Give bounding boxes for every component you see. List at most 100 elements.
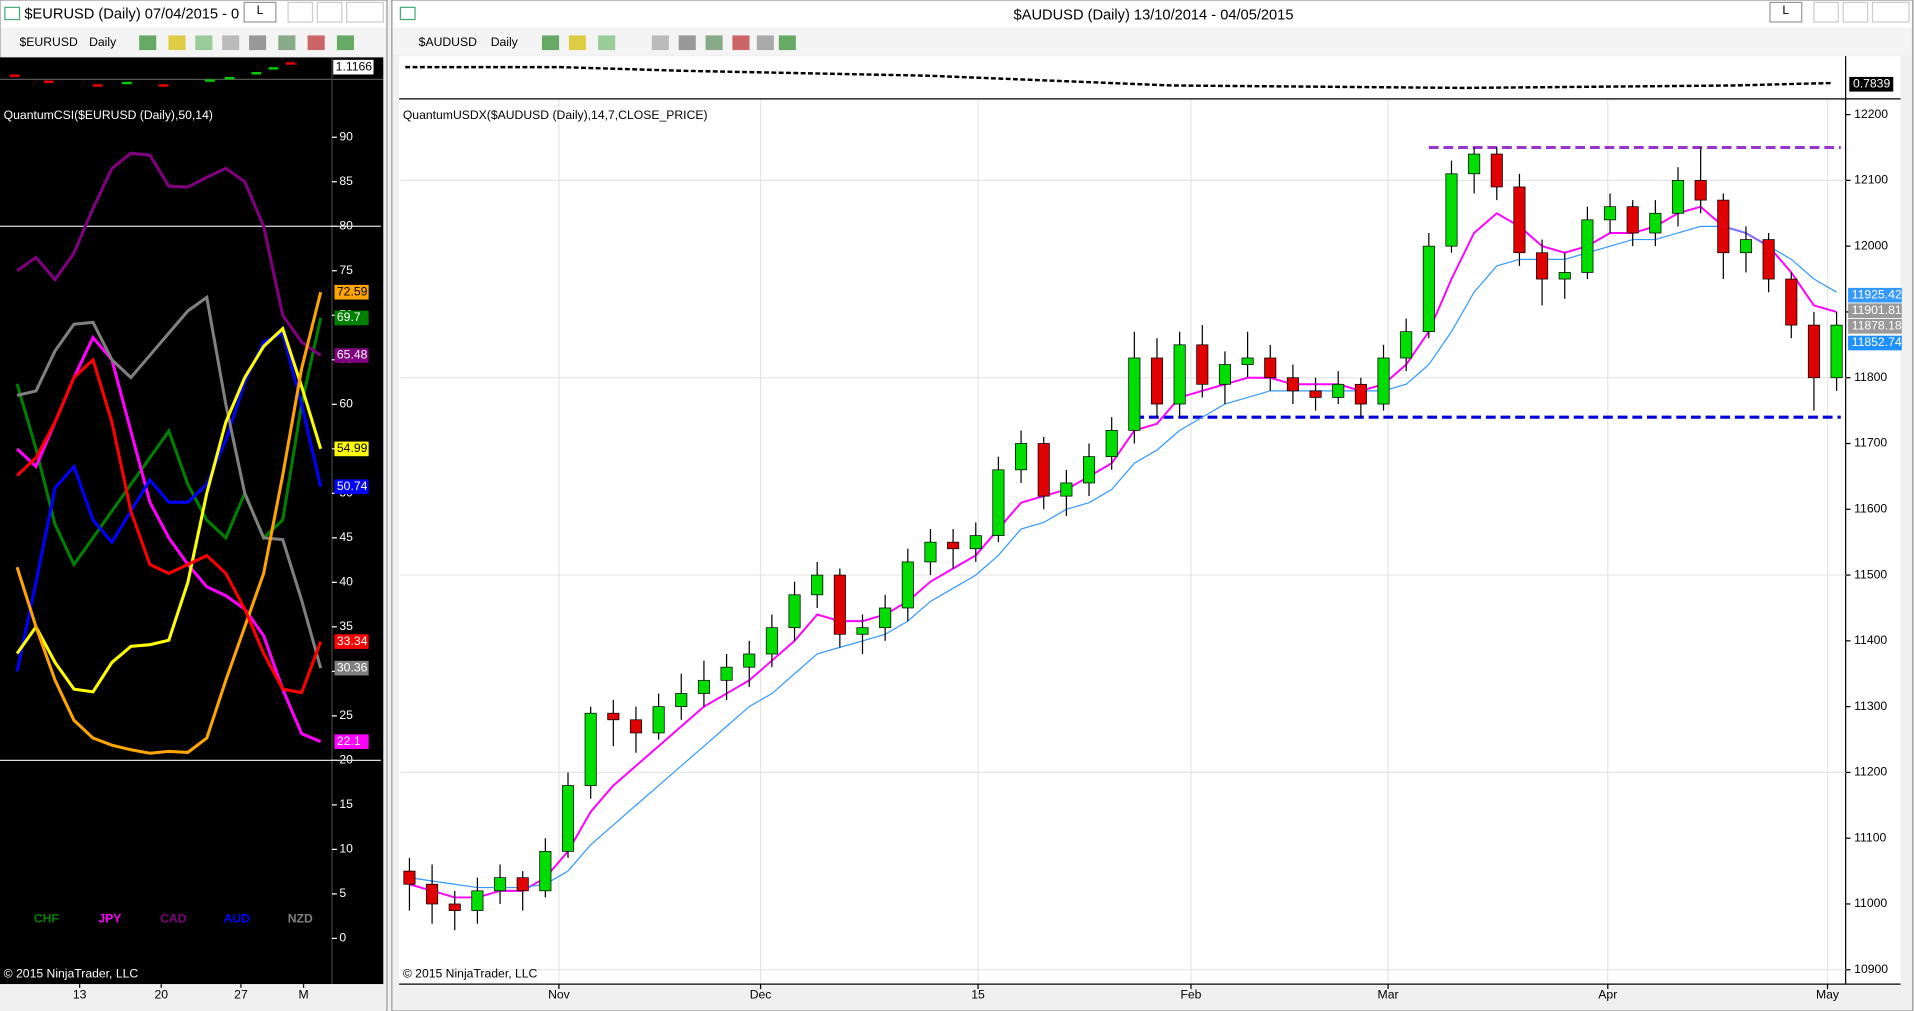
candle-body xyxy=(833,574,846,635)
tool-icon[interactable] xyxy=(168,35,186,51)
candle-body xyxy=(947,541,960,550)
toolbar-icons xyxy=(541,35,796,51)
indicator-label: QuantumUSDX($AUDUSD (Daily),14,7,CLOSE_P… xyxy=(403,108,708,122)
currency-line xyxy=(15,317,323,568)
y-tick-label: 45 xyxy=(339,530,353,544)
candle-body xyxy=(1558,272,1571,280)
moving-average xyxy=(409,205,1837,899)
value-badge-label: 54.99 xyxy=(337,441,368,455)
x-tick-label: 20 xyxy=(154,987,168,1001)
period-selector[interactable]: Daily xyxy=(89,35,117,49)
period-selector[interactable]: Daily xyxy=(491,35,519,49)
copyright: © 2015 NinjaTrader, LLC xyxy=(403,967,538,981)
tool-icon[interactable] xyxy=(651,35,669,51)
tool-icon[interactable] xyxy=(139,35,157,51)
x-tick-label: 13 xyxy=(73,987,87,1001)
candle-body xyxy=(743,653,756,668)
legend-entry: JPY xyxy=(98,912,121,926)
minimize-button[interactable] xyxy=(287,1,314,23)
candle-body xyxy=(471,890,484,911)
window-icon xyxy=(4,6,21,21)
candle-body xyxy=(856,627,869,635)
overview-line xyxy=(405,65,1832,90)
y-tick-label: 15 xyxy=(339,797,353,811)
candle-body xyxy=(697,679,710,694)
y-tick-label: 35 xyxy=(339,619,353,633)
maximize-button[interactable] xyxy=(316,1,343,23)
link-button-label[interactable]: L xyxy=(257,3,264,17)
value-badge xyxy=(334,441,369,457)
instrument-selector[interactable]: $AUDUSD xyxy=(419,35,477,49)
price-badge-label: 11878.18 xyxy=(1852,319,1902,333)
tool-icon[interactable] xyxy=(336,35,354,51)
candle-body xyxy=(1604,206,1617,221)
tool-icon[interactable] xyxy=(732,35,750,51)
link-button[interactable] xyxy=(243,1,277,23)
tool-icon[interactable] xyxy=(705,35,723,51)
candle-body xyxy=(765,627,778,655)
price-badge-label: 11925.42 xyxy=(1852,287,1902,301)
instrument-selector[interactable]: $EURUSD xyxy=(20,35,78,49)
tool-icon[interactable] xyxy=(678,35,696,51)
tool-icon[interactable] xyxy=(541,35,560,51)
candle-body xyxy=(1060,482,1073,497)
y-tick-label: 11800 xyxy=(1854,370,1887,384)
candle-body xyxy=(584,712,597,786)
overview-dash xyxy=(224,76,235,80)
overview-dash xyxy=(158,84,169,87)
x-tick-label: 15 xyxy=(971,987,985,1001)
y-tick-label: 12200 xyxy=(1854,107,1888,121)
value-badge xyxy=(334,660,369,676)
candle-body xyxy=(1241,357,1254,365)
candle-body xyxy=(1400,331,1413,359)
overview-dash xyxy=(205,79,215,82)
value-badge xyxy=(334,479,369,495)
tool-icon[interactable] xyxy=(249,35,267,51)
candle-body xyxy=(448,903,461,911)
tool-icon[interactable] xyxy=(307,35,325,51)
tool-icon[interactable] xyxy=(568,35,586,51)
candle-body xyxy=(1173,344,1186,405)
candle-body xyxy=(1128,357,1141,431)
candle-body xyxy=(1513,186,1526,254)
candle-body xyxy=(1762,239,1775,280)
price-box xyxy=(333,59,374,75)
left-x-axis-area xyxy=(0,984,386,1011)
tool-icon[interactable] xyxy=(278,35,296,51)
link-button-label[interactable]: L xyxy=(1782,3,1789,17)
close-button[interactable] xyxy=(1871,1,1910,23)
candle-body xyxy=(1490,153,1503,188)
legend-entry: AUD xyxy=(224,912,251,926)
window-icon xyxy=(399,6,416,21)
legend-entry: NZD xyxy=(288,912,313,926)
y-tick-label: 11600 xyxy=(1854,502,1887,516)
y-tick-label: 11100 xyxy=(1854,830,1886,844)
tool-icon[interactable] xyxy=(756,35,774,51)
value-badge xyxy=(334,734,369,749)
left-chart-area xyxy=(0,57,384,985)
overview-dash xyxy=(43,80,54,84)
legend-entry: CAD xyxy=(160,912,187,926)
tool-icon[interactable] xyxy=(598,35,616,51)
tool-icon[interactable] xyxy=(222,35,240,51)
link-button[interactable] xyxy=(1769,1,1803,23)
minimize-button[interactable] xyxy=(1813,1,1839,23)
y-tick-label: 11000 xyxy=(1854,896,1887,910)
left-window-title: $EURUSD (Daily) 07/04/2015 - 0 xyxy=(24,7,239,23)
close-button[interactable] xyxy=(346,1,384,23)
y-tick-label: 11500 xyxy=(1854,567,1887,581)
tool-icon[interactable] xyxy=(778,35,796,51)
candle-body xyxy=(1785,278,1798,326)
candle-body xyxy=(1264,357,1277,379)
candle-body xyxy=(879,607,892,629)
tool-icon[interactable] xyxy=(195,35,213,51)
candle-body xyxy=(1671,180,1685,214)
maximize-button[interactable] xyxy=(1842,1,1869,23)
price-badge-label: 11901.81 xyxy=(1852,303,1902,317)
overview-dash xyxy=(268,67,279,70)
candle-body xyxy=(1037,443,1050,497)
candle-body xyxy=(969,535,982,550)
candle-body xyxy=(901,561,914,609)
